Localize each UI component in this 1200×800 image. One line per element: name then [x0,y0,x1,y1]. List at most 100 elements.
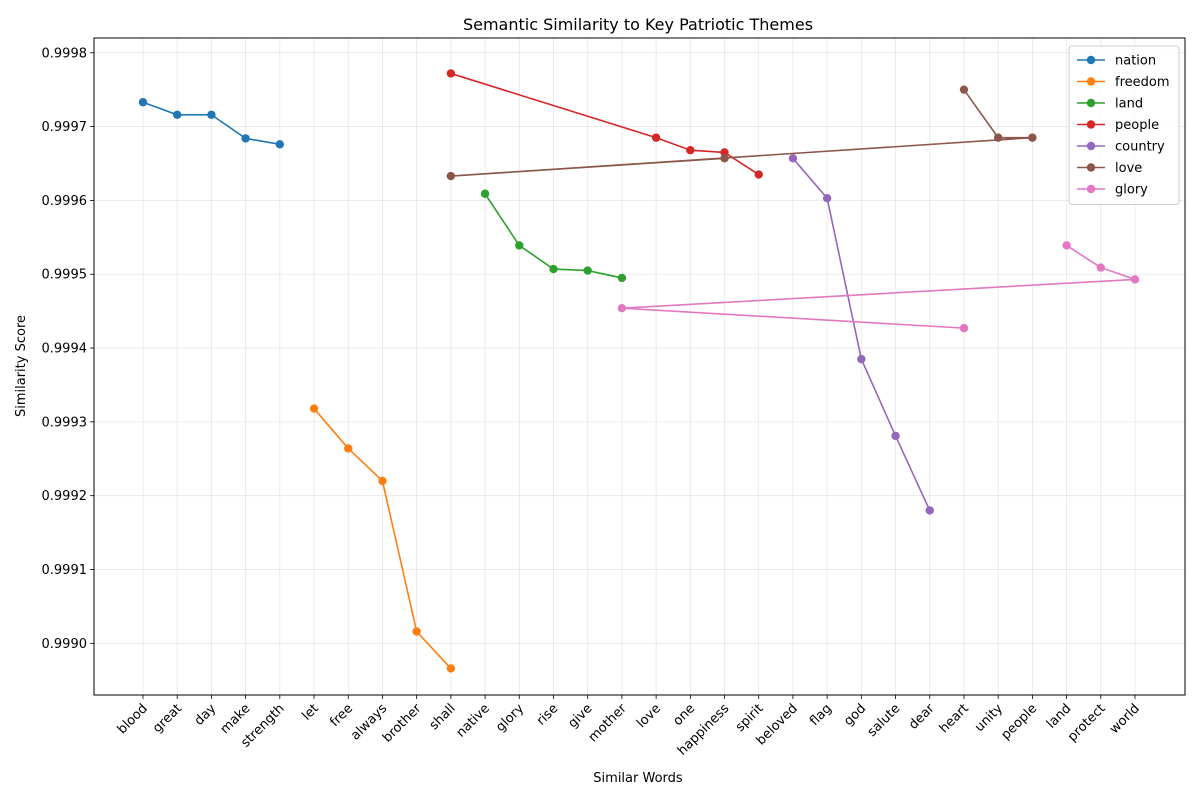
plot-area [93,37,1186,696]
x-tick-label: free [327,701,356,730]
x-tick-label: land [1044,701,1074,731]
series-nation [138,98,285,149]
y-tick-label: 0.9997 [42,120,88,135]
legend-label: love [1115,161,1142,176]
x-tick-label: day [192,701,220,729]
legend-item-freedom: freedom [1077,75,1170,90]
series-freedom [309,404,456,673]
x-tick-label: dear [906,701,938,733]
data-point [138,98,148,107]
data-point [344,444,353,453]
data-point [378,476,387,486]
legend-label: land [1115,97,1143,112]
y-axis: 0.9990 0.9991 0.9992 0.9993 0.9994 0.9995 0.99… [42,46,94,652]
y-tick-label: 0.9992 [42,489,88,504]
legend-marker [1086,184,1096,194]
y-tick-label: 0.9993 [42,415,88,430]
series-love [446,85,1037,181]
data-point [993,133,1003,142]
data-point [822,193,832,203]
x-tick-label: great [150,701,185,736]
y-tick-label: 0.9996 [42,194,88,209]
legend-label: freedom [1115,75,1170,90]
x-tick-label: rise [534,701,561,728]
data-point [173,110,182,119]
series-glory [617,241,1140,333]
data-point [1096,263,1105,272]
legend-label: people [1115,118,1159,133]
data-point [309,404,319,413]
data-point [515,241,524,250]
y-tick-label: 0.9998 [42,46,88,61]
data-point [241,134,250,143]
series [138,69,1140,673]
y-tick-label: 0.9991 [42,563,88,578]
grid [94,38,1185,695]
legend-label: country [1115,140,1165,155]
data-point [1130,275,1140,284]
data-point [617,303,627,313]
legend-item-land: land [1077,97,1143,112]
data-point [686,146,695,155]
x-tick-label: one [670,701,698,729]
x-tick-label: blood [115,701,151,737]
x-tick-label: people [998,701,1040,743]
legend-item-country: country [1077,140,1165,155]
data-point [788,154,798,163]
data-point [549,264,558,274]
data-point [446,69,456,78]
data-point [275,140,285,149]
x-tick-label: mother [586,701,631,746]
data-point [1028,133,1037,142]
legend-marker [1086,141,1096,151]
legend-marker [1086,98,1096,108]
x-tick-label: heart [937,701,972,736]
x-tick-label: god [841,701,869,729]
legend-label: glory [1115,183,1148,198]
data-point [480,189,490,198]
legend-marker [1086,163,1096,172]
chart-title: Semantic Similarity to Key Patriotic The… [463,15,813,34]
y-tick-label: 0.9990 [42,637,88,652]
data-point [959,323,969,333]
x-tick-label: protect [1065,701,1109,745]
x-tick-label: give [565,701,595,731]
legend-item-people: people [1077,118,1159,133]
legend-marker [1086,55,1096,65]
data-point [446,664,456,673]
data-point [891,431,900,441]
data-point [412,627,421,636]
legend-box [1068,45,1180,205]
legend-item-glory: glory [1077,183,1148,198]
x-tick-label: salute [865,701,904,740]
x-tick-label: let [299,701,321,723]
data-point [720,148,729,157]
series-country [788,154,934,515]
x-tick-label: glory [493,701,527,735]
series-land [480,189,627,283]
x-tick-label: brother [380,701,425,746]
data-point [1062,241,1071,250]
data-point [651,133,661,142]
data-point [583,266,592,275]
data-point [857,354,866,364]
x-tick-label: native [454,701,493,740]
series-people [446,69,763,179]
x-axis-label: Similar Words [593,771,683,786]
y-tick-label: 0.9994 [42,342,88,357]
y-tick-label: 0.9995 [42,268,88,283]
legend-label: nation [1115,54,1156,69]
data-point [446,171,456,181]
legend: nation freedom land people country love glory [1068,45,1180,205]
x-tick-label: flag [807,701,835,729]
data-point [754,170,763,179]
legend-marker [1086,77,1096,86]
data-point [207,110,216,119]
y-axis-label: Similarity Score [14,315,29,417]
series-line [621,244,1136,329]
x-tick-label: world [1107,701,1143,737]
legend-marker [1086,120,1096,129]
data-point [925,506,934,515]
